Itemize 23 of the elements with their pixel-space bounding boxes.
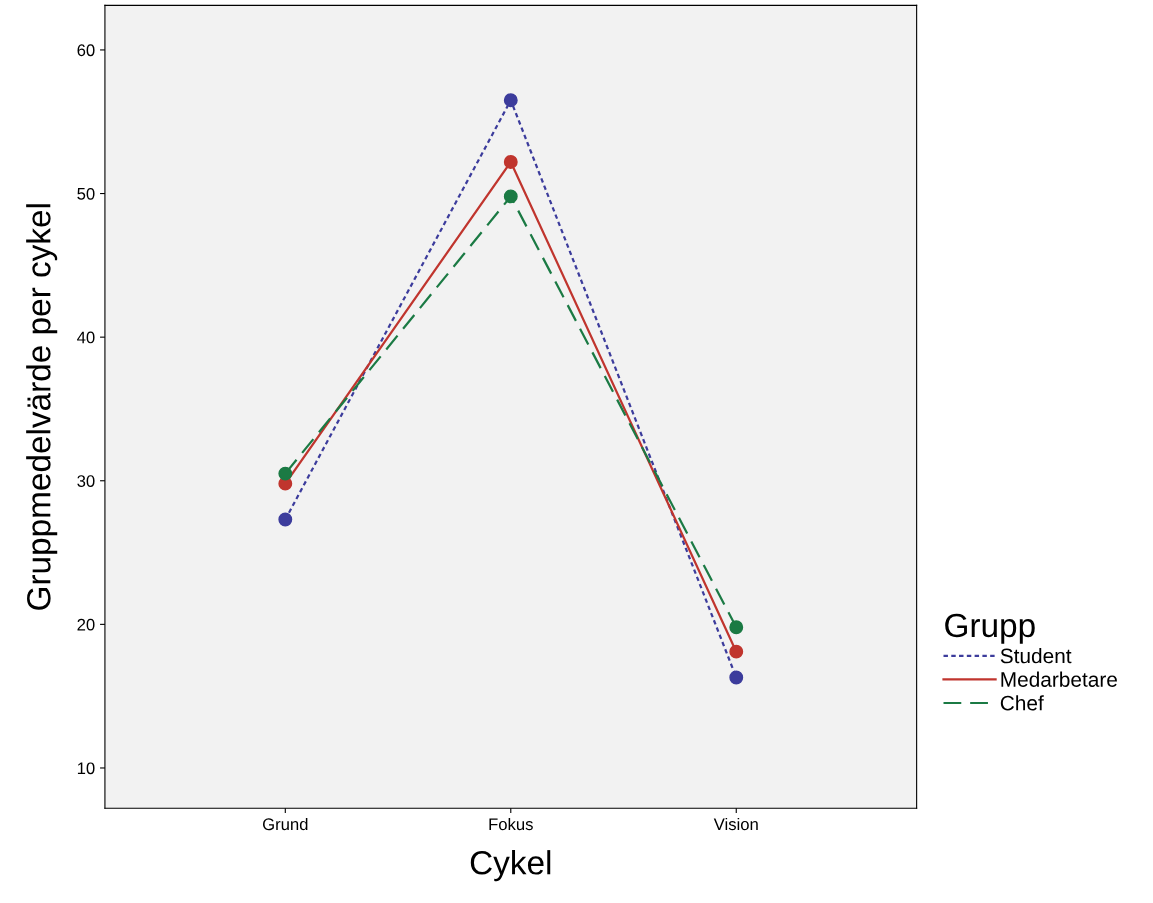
y-tick-label: 50 (77, 187, 95, 200)
y-tick-label: 10 (77, 762, 95, 775)
point (503, 189, 518, 204)
x-tick-label: Fokus (489, 817, 533, 831)
legend-title: Grupp (945, 613, 1035, 644)
y-tick-label: 20 (77, 618, 95, 631)
x-axis-title: Cykel (470, 850, 551, 882)
y-tick-label: 40 (77, 331, 95, 344)
legend-label: Student (1000, 648, 1072, 664)
legend-label: Chef (1000, 695, 1044, 711)
point (729, 670, 744, 685)
x-tick-label: Vision (713, 817, 758, 831)
point (729, 620, 744, 635)
y-tick-label: 60 (77, 44, 95, 57)
point (503, 93, 518, 108)
x-tick-label: Grund (262, 817, 308, 831)
point (278, 512, 293, 527)
point (503, 155, 518, 169)
point (278, 466, 293, 481)
point (729, 644, 744, 659)
y-axis-title: Gruppmedelvärde per cykel (26, 204, 58, 610)
y-tick-label: 30 (77, 475, 95, 487)
legend-label: Medarbetare (1001, 671, 1117, 687)
